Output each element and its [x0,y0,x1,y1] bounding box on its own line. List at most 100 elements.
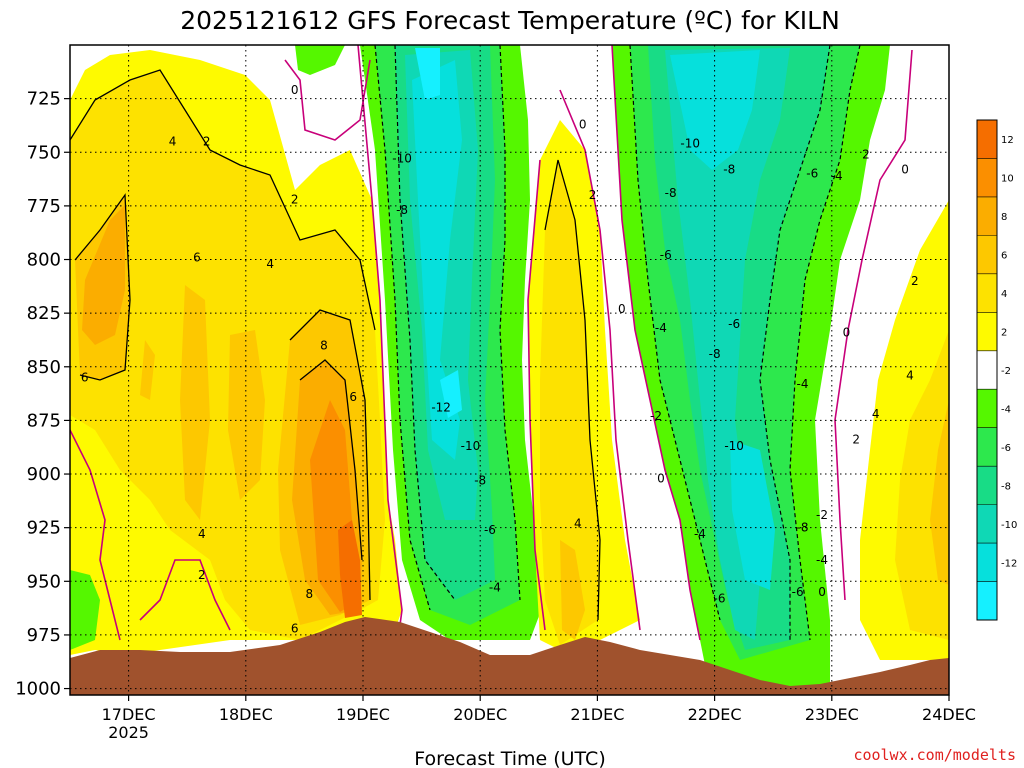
colorbar-swatch [977,581,997,621]
contour-label: 2 [198,568,206,582]
contour-label: -6 [484,523,496,537]
contour-lines [70,45,913,641]
colorbar-swatch [977,120,997,159]
contour-label: 0 [618,302,626,316]
contour-label: 6 [193,250,201,264]
contour-cold-dash-4 [629,45,721,621]
contour-label: -8 [474,473,486,487]
y-tick-label: 1000 [15,679,61,700]
contour-cold-dash-3 [499,45,521,601]
x-tick-label: 17DEC [102,705,156,724]
contour-label: -6 [792,585,804,599]
contour-label: -10 [392,152,412,166]
contour-cold-dash-1 [374,45,431,611]
contour-label: -8 [723,162,735,176]
contour-warm-4a [74,193,131,381]
colorbar-label: 8 [1001,212,1007,223]
contour-label: -8 [709,347,721,361]
contour-label: 4 [574,516,582,530]
fill-warm3-6 [930,400,949,585]
x-tick-label: 22DEC [688,705,742,724]
contour-zero-1 [284,59,371,141]
contour-zero-7 [70,429,121,641]
contour-label: -2 [816,508,828,522]
contour-label: -6 [713,591,725,605]
contour-label: -6 [660,248,672,262]
contour-label: 0 [291,83,299,97]
colorbar-swatch [977,350,997,390]
colorbar-swatch [977,312,997,352]
y-axis: 725 750 775 800 825 850 875 900 925 950 975 1000 [15,89,70,700]
colorbar: 12 10 8 6 4 2 -2 -4 -6 -8 -10 -12 [976,119,1017,621]
fill-cold-neg12 [415,48,462,418]
fill-warm3-4 [895,330,949,640]
fill-warm-12 [338,520,362,618]
x-tick-sublabel: 2025 [108,723,149,742]
contour-label: -4 [655,321,667,335]
contour-label: 6 [349,390,357,404]
contour-label: -4 [797,377,809,391]
credit-text: coolwx.com/modelts [853,746,1016,764]
colorbar-swatch [977,196,997,236]
colorbar-label: 4 [1001,289,1007,300]
colorbar-label: -10 [1001,520,1017,531]
chart-title: 2025121612 GFS Forecast Temperature (ºC)… [180,6,840,35]
colorbar-label: 2 [1001,328,1007,339]
contour-label: 8 [320,338,328,352]
contour-label: -4 [694,527,706,541]
contour-label: -4 [489,581,501,595]
contour-label: 8 [305,587,313,601]
contour-label: 6 [81,371,89,385]
contour-label: 2 [852,433,860,447]
colorbar-label: -2 [1001,366,1011,377]
contour-warm-6a [289,309,371,601]
x-tick-label: 20DEC [453,705,507,724]
contour-label: -6 [806,167,818,181]
fill-warm2-4 [540,160,600,645]
colorbar-frame [976,119,998,621]
contour-label: 2 [911,274,919,288]
contour-label: -12 [431,401,451,415]
y-tick-label: 800 [27,250,61,271]
colorbar-label: -4 [1001,404,1011,415]
contour-fills [70,45,949,690]
contour-zero-2 [357,45,403,641]
contour-label: -10 [461,439,481,453]
contour-label: -4 [831,169,843,183]
x-tick-label: 18DEC [219,705,273,724]
colorbar-label: 6 [1001,251,1007,262]
contour-label: 4 [266,257,274,271]
y-tick-label: 950 [27,571,61,592]
contour-zero-8 [139,559,231,631]
contour-warm2-2a [544,159,601,621]
colorbar-swatch [977,427,997,467]
contour-label: -10 [724,439,744,453]
colorbar-label: -6 [1001,443,1011,454]
colorbar-swatch [977,466,997,506]
contour-warm-2a [70,69,376,331]
colorbar-label: 12 [1001,135,1014,146]
y-tick-label: 775 [27,196,61,217]
contour-cold-dash-5 [789,45,861,641]
contour-label: 0 [901,162,909,176]
contour-label: -10 [680,137,700,151]
contour-cold-dash-6 [759,45,831,640]
contour-label: -8 [797,521,809,535]
y-tick-label: 875 [27,410,61,431]
fill-warm2-6 [560,540,585,640]
y-tick-label: 925 [27,518,61,539]
contour-label: 6 [291,621,299,635]
y-tick-label: 750 [27,142,61,163]
x-axis-label: Forecast Time (UTC) [414,748,605,768]
plot-frame [69,44,950,696]
colorbar-swatch [977,543,997,583]
y-tick-label: 725 [27,89,61,110]
contour-labels: 04 22466864268-10-8-12-10-8-6-40240-10-8-… [81,83,919,635]
contour-label: 2 [291,192,299,206]
contour-label: 4 [198,527,206,541]
contour-label: 2 [203,135,211,149]
colorbar-label: -12 [1001,558,1017,569]
contour-zero-5 [611,45,701,641]
colorbar-swatch [977,504,997,544]
